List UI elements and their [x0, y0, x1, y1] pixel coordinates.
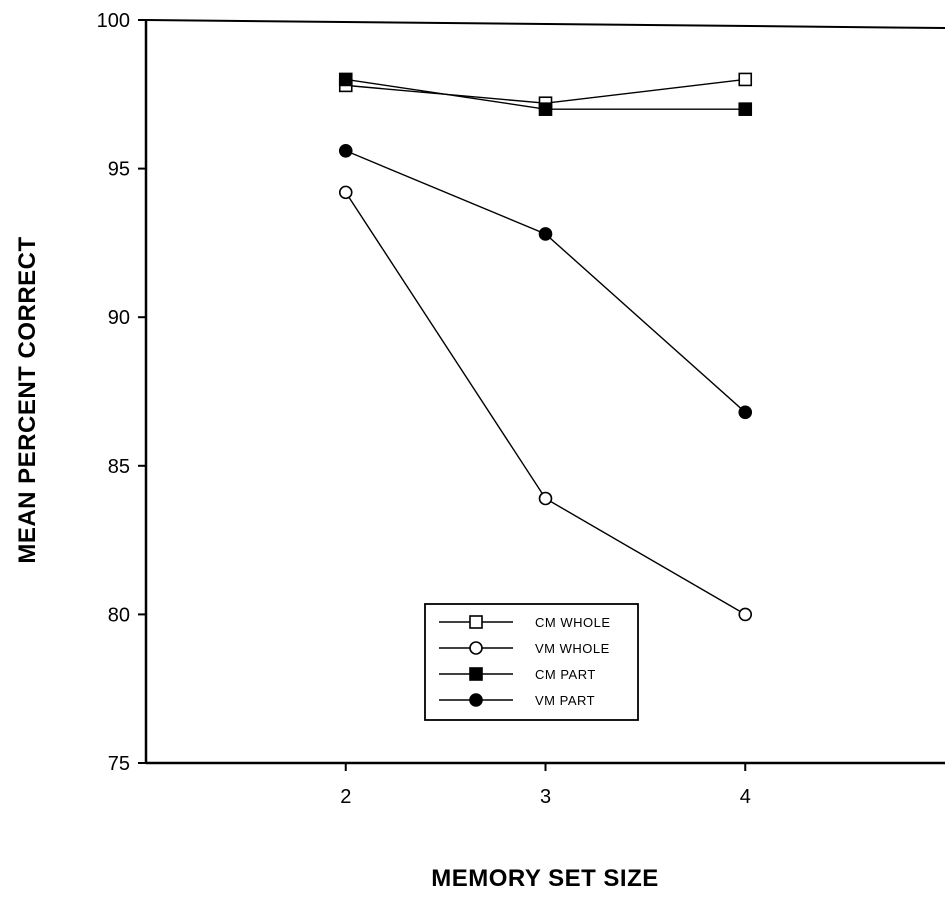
x-tick-label: 3	[540, 786, 551, 808]
axes: 75 80 85 90 95 100 2 3 4	[97, 10, 945, 808]
data-point	[738, 102, 753, 116]
series-vm-part	[338, 143, 753, 420]
y-axis-title: MEAN PERCENT CORRECT	[14, 236, 41, 563]
legend-marker	[469, 693, 483, 707]
x-tick-label: 4	[740, 786, 751, 808]
data-point	[538, 102, 553, 116]
legend-marker	[469, 641, 483, 655]
y-tick-label: 85	[108, 456, 130, 478]
legend-item: VM PART	[439, 693, 595, 708]
legend: CM WHOLE VM WHOLE CM PART VM PART	[424, 603, 639, 721]
data-point	[738, 607, 753, 622]
y-tick-label: 80	[108, 604, 130, 626]
legend-item: VM WHOLE	[439, 641, 610, 656]
y-tick-label: 90	[108, 307, 130, 329]
x-tick-label: 2	[340, 786, 351, 808]
legend-label: CM PART	[535, 667, 596, 682]
data-point	[738, 72, 753, 87]
legend-item: CM WHOLE	[439, 615, 611, 630]
series-cm-part	[338, 72, 753, 116]
legend-label: VM WHOLE	[535, 641, 610, 656]
y-tick-label: 100	[97, 10, 130, 32]
legend-marker	[469, 667, 483, 681]
series-line	[345, 191, 746, 616]
top-border-line	[145, 19, 945, 29]
data-point	[338, 185, 353, 200]
series-layer	[338, 72, 753, 622]
legend-label: VM PART	[535, 693, 595, 708]
data-point	[338, 72, 353, 87]
legend-item: CM PART	[439, 667, 596, 682]
series-vm-whole	[338, 185, 753, 622]
series-line	[345, 150, 746, 413]
legend-label: CM WHOLE	[535, 615, 611, 630]
x-axis-title: MEMORY SET SIZE	[431, 865, 659, 892]
legend-marker	[469, 615, 483, 629]
data-point	[338, 143, 353, 158]
data-point	[538, 227, 553, 241]
data-point	[738, 405, 753, 420]
data-point	[538, 491, 553, 506]
y-tick-label: 95	[108, 159, 130, 181]
y-tick-label: 75	[108, 753, 130, 775]
